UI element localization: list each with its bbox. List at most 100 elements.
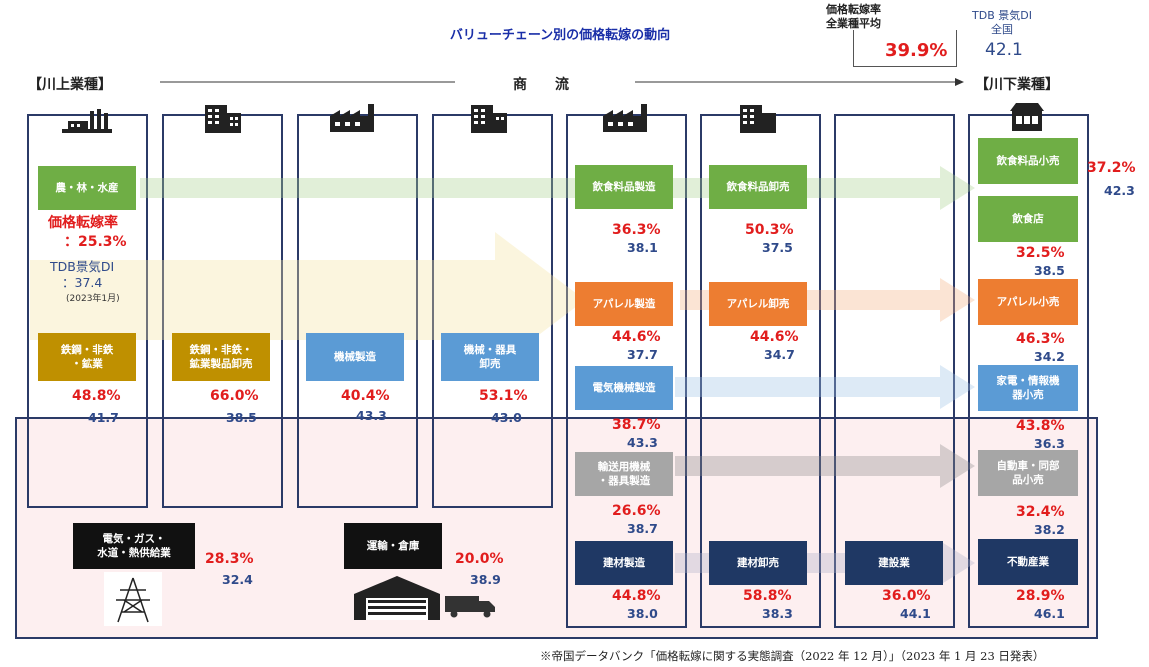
sector-food-ws: 飲食料品卸売 bbox=[709, 165, 807, 209]
construction-di: 44.1 bbox=[900, 606, 931, 621]
machine-ws-rate: 53.1% bbox=[479, 388, 528, 404]
page-title: バリューチェーン別の価格転嫁の動向 bbox=[449, 28, 671, 43]
agri-di-label: TDB景気DI bbox=[50, 259, 115, 274]
overall-di-label-line2: 全国 bbox=[991, 23, 1013, 36]
sector-steel-label-1: 鉄鋼・非鉄 bbox=[60, 344, 114, 356]
apparel-retail-rate: 46.3% bbox=[1016, 331, 1065, 347]
sector-machine-ws-label-2: 卸売 bbox=[479, 358, 501, 370]
shop-icon bbox=[1010, 103, 1044, 131]
factory-icon bbox=[330, 104, 374, 132]
sector-realestate: 不動産業 bbox=[978, 539, 1078, 585]
elec-retail-rate: 43.8% bbox=[1016, 418, 1065, 434]
agri-di-date: (2023年1月) bbox=[66, 294, 120, 304]
restaurant-di: 38.5 bbox=[1034, 263, 1065, 278]
transport-mfg-di: 38.7 bbox=[627, 521, 658, 536]
utility-di: 32.4 bbox=[222, 572, 253, 587]
overall-di-value: 42.1 bbox=[985, 40, 1023, 60]
transport-mfg-rate: 26.6% bbox=[612, 503, 661, 519]
construction-rate: 36.0% bbox=[882, 588, 931, 604]
sector-transport-mfg-label-2: ・器具製造 bbox=[597, 475, 651, 487]
sector-utility: 電気・ガス・ 水道・熱供給業 bbox=[73, 523, 195, 569]
food-retail-rate: 37.2% bbox=[1087, 160, 1136, 176]
sector-food-mfg: 飲食料品製造 bbox=[575, 165, 673, 209]
downstream-label: 【川下業種】 bbox=[975, 77, 1059, 93]
elec-mfg-rate: 38.7% bbox=[612, 417, 661, 433]
column-7 bbox=[834, 114, 955, 628]
auto-retail-di: 38.2 bbox=[1034, 522, 1065, 537]
build-mfg-di: 38.0 bbox=[627, 606, 658, 621]
sector-utility-label-2: 水道・熱供給業 bbox=[97, 547, 171, 559]
food-ws-rate: 50.3% bbox=[745, 222, 794, 238]
power-tower-icon bbox=[104, 572, 162, 626]
warehouse-icon bbox=[354, 576, 440, 620]
sector-elec-retail-label-1: 家電・情報機 bbox=[996, 375, 1060, 387]
agri-rate-note: 価格転嫁率 ：25.3% bbox=[48, 214, 127, 252]
machine-mfg-di: 43.3 bbox=[356, 408, 387, 423]
source-note: ※帝国データバンク「価格転嫁に関する実態調査（2022 年 12 月）」（202… bbox=[540, 649, 1045, 663]
office-building-icon bbox=[740, 105, 776, 133]
sector-machine-ws: 機械・器具 卸売 bbox=[441, 333, 539, 381]
build-ws-di: 38.3 bbox=[762, 606, 793, 621]
steel-ws-rate: 66.0% bbox=[210, 388, 259, 404]
elec-retail-di: 36.3 bbox=[1034, 436, 1065, 451]
apparel-retail-di: 34.2 bbox=[1034, 349, 1065, 364]
food-retail-di: 42.3 bbox=[1104, 183, 1135, 198]
sector-build-mfg: 建材製造 bbox=[575, 541, 673, 585]
food-mfg-di: 38.1 bbox=[627, 240, 658, 255]
office-building-icon bbox=[471, 105, 507, 133]
column-1 bbox=[27, 114, 148, 508]
sector-elec-retail: 家電・情報機 器小売 bbox=[978, 365, 1078, 411]
steel-rate: 48.8% bbox=[72, 388, 121, 404]
sector-apparel-mfg: アパレル製造 bbox=[575, 282, 673, 326]
logistics-rate: 20.0% bbox=[455, 551, 504, 567]
steel-ws-di: 38.5 bbox=[226, 410, 257, 425]
sector-agri: 農・林・水産 bbox=[38, 166, 136, 210]
machine-ws-di: 43.0 bbox=[491, 410, 522, 425]
sector-build-ws: 建材卸売 bbox=[709, 541, 807, 585]
overall-rate-label: 価格転嫁率 全業種平均 bbox=[826, 3, 936, 31]
machine-mfg-rate: 40.4% bbox=[341, 388, 390, 404]
food-mfg-rate: 36.3% bbox=[612, 222, 661, 238]
agri-rate-label: 価格転嫁率 bbox=[48, 215, 118, 231]
sector-logistics: 運輸・倉庫 bbox=[344, 523, 442, 569]
sector-auto-retail-label-1: 自動車・同部 bbox=[996, 460, 1060, 472]
logistics-di: 38.9 bbox=[470, 572, 501, 587]
build-mfg-rate: 44.8% bbox=[612, 588, 661, 604]
overall-rate-box bbox=[853, 30, 957, 67]
elec-mfg-di: 43.3 bbox=[627, 435, 658, 450]
sector-steel-ws-label-2: 鉱業製品卸売 bbox=[189, 358, 253, 370]
overall-rate-value: 39.9% bbox=[885, 40, 948, 61]
realestate-di: 46.1 bbox=[1034, 606, 1065, 621]
auto-retail-rate: 32.4% bbox=[1016, 504, 1065, 520]
factory-plant-icon bbox=[62, 109, 112, 133]
apparel-ws-rate: 44.6% bbox=[750, 329, 799, 345]
sector-food-retail: 飲食料品小売 bbox=[978, 138, 1078, 184]
sector-apparel-retail: アパレル小売 bbox=[978, 279, 1078, 325]
overall-di-label-line1: TDB 景気DI bbox=[972, 9, 1032, 22]
build-ws-rate: 58.8% bbox=[743, 588, 792, 604]
sector-machine-ws-label-1: 機械・器具 bbox=[463, 344, 517, 356]
sector-transport-mfg-label-1: 輸送用機械 bbox=[597, 461, 651, 473]
sector-steel-label-2: ・鉱業 bbox=[71, 358, 103, 370]
truck-icon bbox=[445, 596, 495, 618]
realestate-rate: 28.9% bbox=[1016, 588, 1065, 604]
overall-rate-label-line1: 価格転嫁率 bbox=[826, 3, 881, 16]
sector-elec-mfg: 電気機械製造 bbox=[575, 366, 673, 410]
sector-machine-mfg: 機械製造 bbox=[306, 333, 404, 381]
sector-steel: 鉄鋼・非鉄 ・鉱業 bbox=[38, 333, 136, 381]
steel-di: 41.7 bbox=[88, 410, 119, 425]
agri-di-value: ：37.4 bbox=[62, 275, 103, 290]
sector-steel-ws: 鉄鋼・非鉄・ 鉱業製品卸売 bbox=[172, 333, 270, 381]
apparel-ws-di: 34.7 bbox=[764, 347, 795, 362]
agri-rate-value: ：25.3% bbox=[64, 234, 127, 250]
apparel-mfg-rate: 44.6% bbox=[612, 329, 661, 345]
sector-auto-retail: 自動車・同部 品小売 bbox=[978, 450, 1078, 496]
restaurant-rate: 32.5% bbox=[1016, 245, 1065, 261]
apparel-mfg-di: 37.7 bbox=[627, 347, 658, 362]
sector-steel-ws-label-1: 鉄鋼・非鉄・ bbox=[189, 344, 253, 356]
sector-elec-retail-label-2: 器小売 bbox=[1012, 389, 1044, 401]
sector-auto-retail-label-2: 品小売 bbox=[1012, 474, 1044, 486]
overall-rate-label-line2: 全業種平均 bbox=[826, 17, 881, 30]
upstream-label: 【川上業種】 bbox=[28, 77, 112, 93]
